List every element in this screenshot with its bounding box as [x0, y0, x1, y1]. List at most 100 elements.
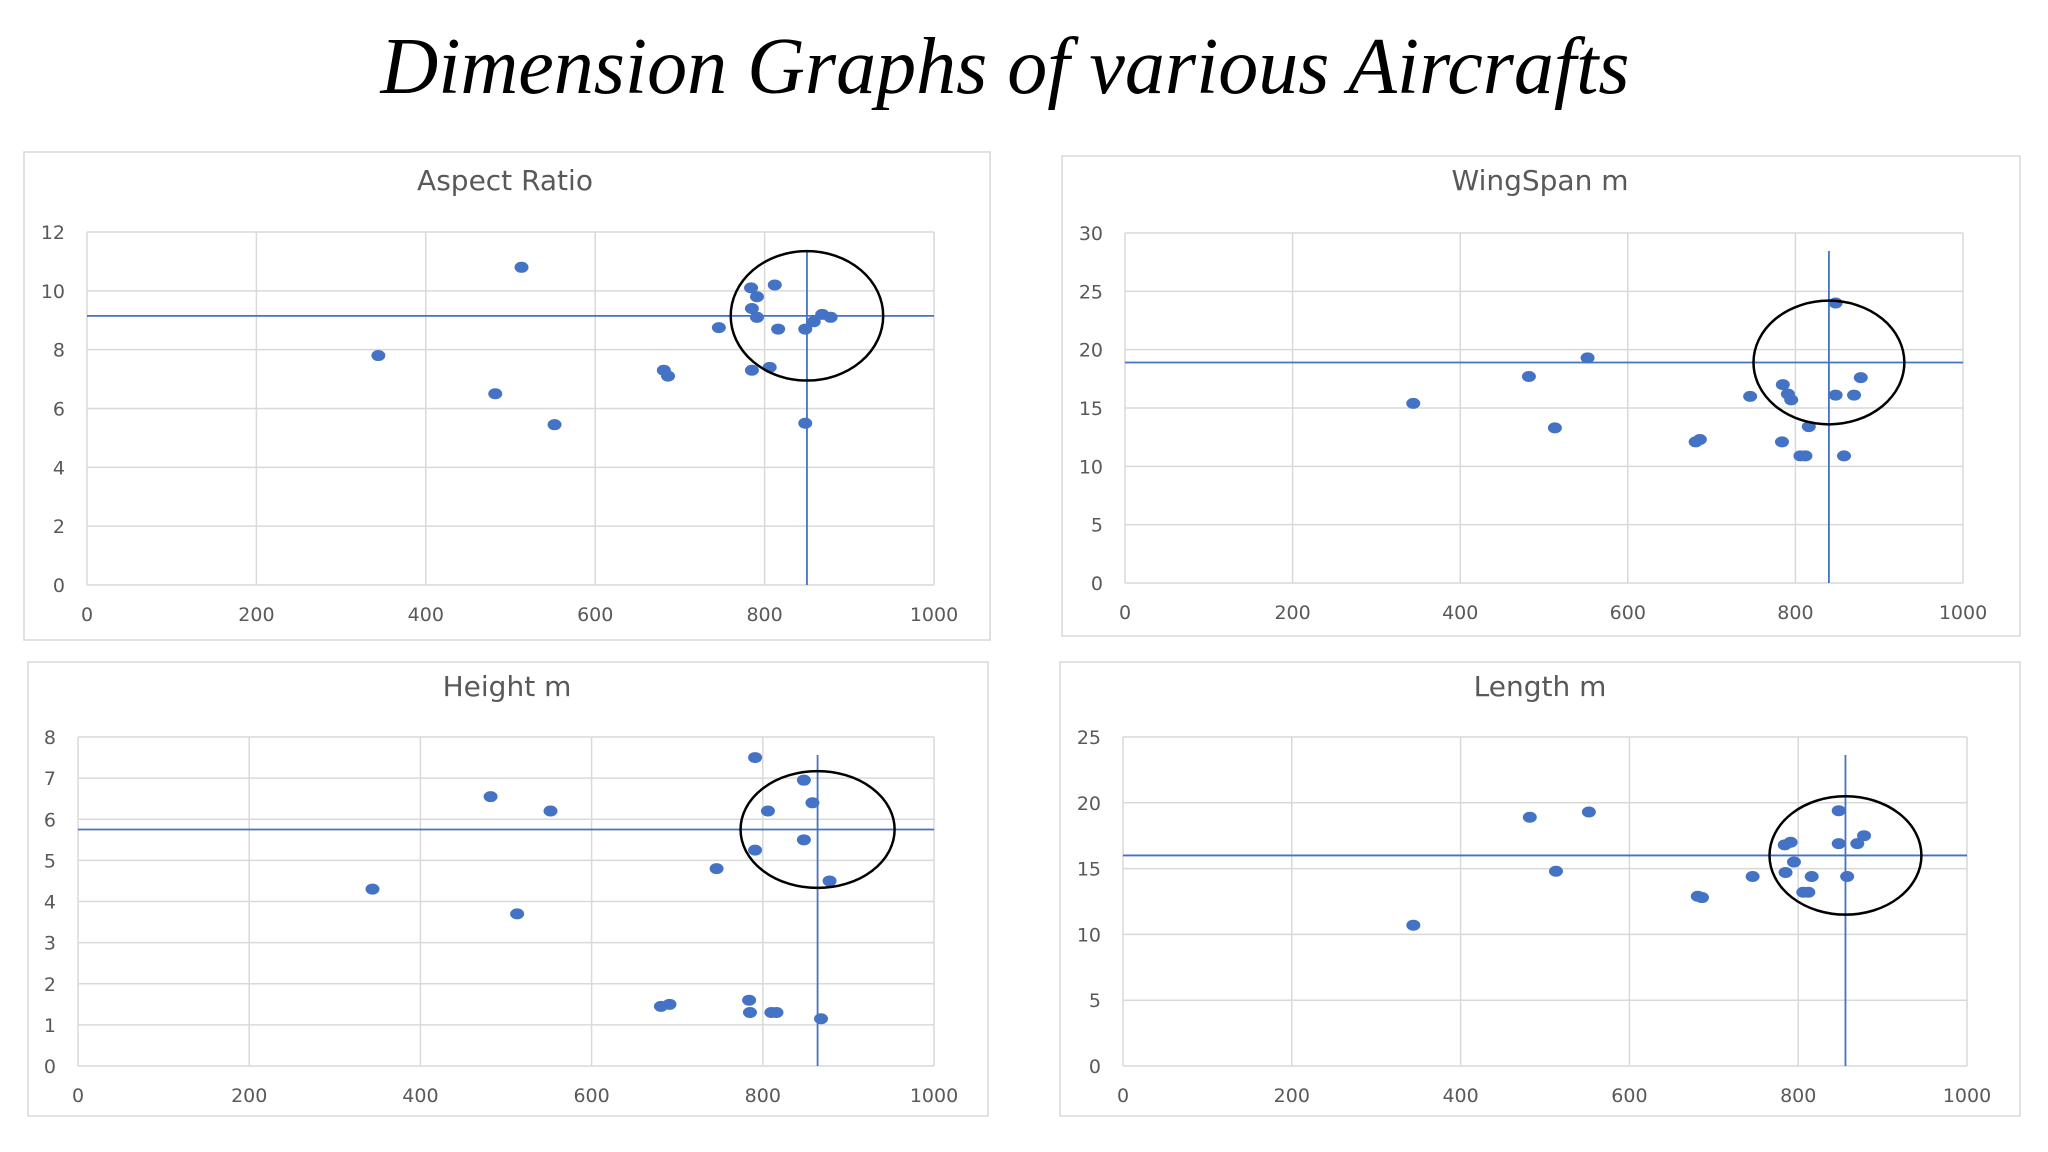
data-point: [1831, 838, 1846, 850]
chart-title: WingSpan m: [1452, 164, 1629, 197]
chart-title: Length m: [1474, 670, 1607, 703]
y-tick-label: 25: [1079, 281, 1103, 303]
data-point: [1692, 434, 1707, 445]
x-tick-label: 800: [745, 1085, 781, 1107]
y-tick-label: 7: [44, 768, 56, 790]
data-point: [1801, 886, 1816, 898]
data-point: [749, 311, 764, 323]
data-point: [798, 323, 813, 335]
data-point: [1847, 389, 1862, 401]
data-point: [796, 834, 811, 846]
data-point: [1548, 865, 1563, 877]
chart-frame: [1061, 155, 2021, 637]
data-point: [1521, 371, 1536, 382]
y-tick-label: 5: [1091, 515, 1103, 537]
data-point: [796, 774, 811, 786]
data-point: [371, 350, 386, 362]
x-tick-label: 1000: [1943, 1085, 1991, 1107]
x-tick-label: 800: [1777, 602, 1813, 624]
x-tick-label: 0: [1117, 1085, 1129, 1107]
data-point: [1694, 892, 1709, 904]
data-point: [1775, 379, 1790, 391]
data-point: [798, 417, 813, 429]
y-tick-label: 0: [1089, 1056, 1101, 1078]
data-point: [742, 994, 757, 1006]
x-tick-label: 800: [746, 604, 782, 626]
chart-aspect-ratio: Aspect Ratio 0 2 4 6 8 10 12 0 200 400 600 800 1000: [23, 151, 991, 641]
data-point: [1522, 811, 1537, 823]
data-point: [1831, 805, 1846, 817]
x-tick-label: 600: [577, 604, 613, 626]
y-tick-label: 10: [41, 281, 65, 303]
x-tick-label: 1000: [910, 604, 958, 626]
data-point: [814, 1013, 829, 1025]
x-tick-label: 0: [81, 604, 93, 626]
y-tick-label: 0: [44, 1056, 56, 1078]
y-tick-label: 4: [53, 457, 65, 479]
y-tick-label: 0: [1091, 573, 1103, 595]
data-point: [760, 805, 775, 817]
data-point: [1786, 856, 1801, 868]
data-point: [1828, 389, 1843, 401]
data-point: [748, 844, 763, 856]
data-point: [806, 316, 821, 328]
y-tick-label: 25: [1077, 727, 1101, 749]
data-point: [1581, 806, 1596, 818]
y-tick-label: 15: [1079, 398, 1103, 420]
y-tick-label: 12: [41, 222, 65, 244]
y-tick-label: 2: [53, 516, 65, 538]
x-tick-label: 400: [1442, 1085, 1478, 1107]
data-point: [514, 261, 529, 273]
data-point: [365, 883, 380, 895]
x-tick-label: 0: [72, 1085, 84, 1107]
data-point: [823, 311, 838, 323]
data-point: [709, 863, 724, 875]
chart-height: Height m 0 1 2 3 4 5 6 7 8 0 200 400 600 800 1000: [27, 661, 989, 1117]
y-tick-label: 10: [1079, 456, 1103, 478]
x-tick-label: 200: [1274, 1085, 1310, 1107]
data-point: [1406, 397, 1421, 409]
data-point: [543, 805, 558, 817]
chart-wingspan: WingSpan m 0 5 10 15 20 25 30 0 200 400 600 800 1000: [1061, 155, 2021, 637]
data-point: [662, 998, 677, 1010]
data-point: [1580, 352, 1595, 364]
data-point: [1850, 838, 1865, 850]
data-point: [748, 752, 763, 764]
x-tick-label: 400: [1442, 602, 1478, 624]
y-tick-label: 8: [53, 340, 65, 362]
data-point: [744, 364, 759, 376]
x-tick-label: 1000: [910, 1085, 958, 1107]
data-point: [1774, 436, 1789, 448]
x-tick-label: 800: [1780, 1085, 1816, 1107]
y-tick-label: 6: [44, 809, 56, 831]
data-point: [1837, 450, 1852, 462]
data-point: [742, 1007, 757, 1019]
data-point: [749, 291, 764, 303]
y-tick-label: 10: [1077, 924, 1101, 946]
chart-title: Height m: [443, 670, 572, 703]
y-tick-label: 15: [1077, 859, 1101, 881]
y-tick-label: 1: [44, 1015, 56, 1037]
x-tick-label: 600: [1610, 602, 1646, 624]
data-point: [1783, 836, 1798, 848]
data-point: [744, 282, 759, 294]
x-tick-label: 200: [231, 1085, 267, 1107]
data-point: [1857, 830, 1872, 842]
y-tick-label: 6: [53, 399, 65, 421]
y-tick-label: 5: [1089, 990, 1101, 1012]
y-tick-label: 5: [44, 850, 56, 872]
data-point: [483, 791, 498, 803]
data-point: [1853, 372, 1868, 384]
chart-title: Aspect Ratio: [417, 164, 593, 197]
data-point: [1784, 394, 1799, 406]
data-point: [661, 370, 676, 382]
data-point: [488, 388, 503, 400]
x-tick-label: 600: [1611, 1085, 1647, 1107]
data-point: [771, 323, 786, 335]
data-point: [822, 875, 837, 887]
highlight-circle: [1752, 299, 1906, 426]
y-tick-label: 2: [44, 974, 56, 996]
y-tick-label: 0: [53, 575, 65, 597]
y-tick-label: 8: [44, 727, 56, 749]
